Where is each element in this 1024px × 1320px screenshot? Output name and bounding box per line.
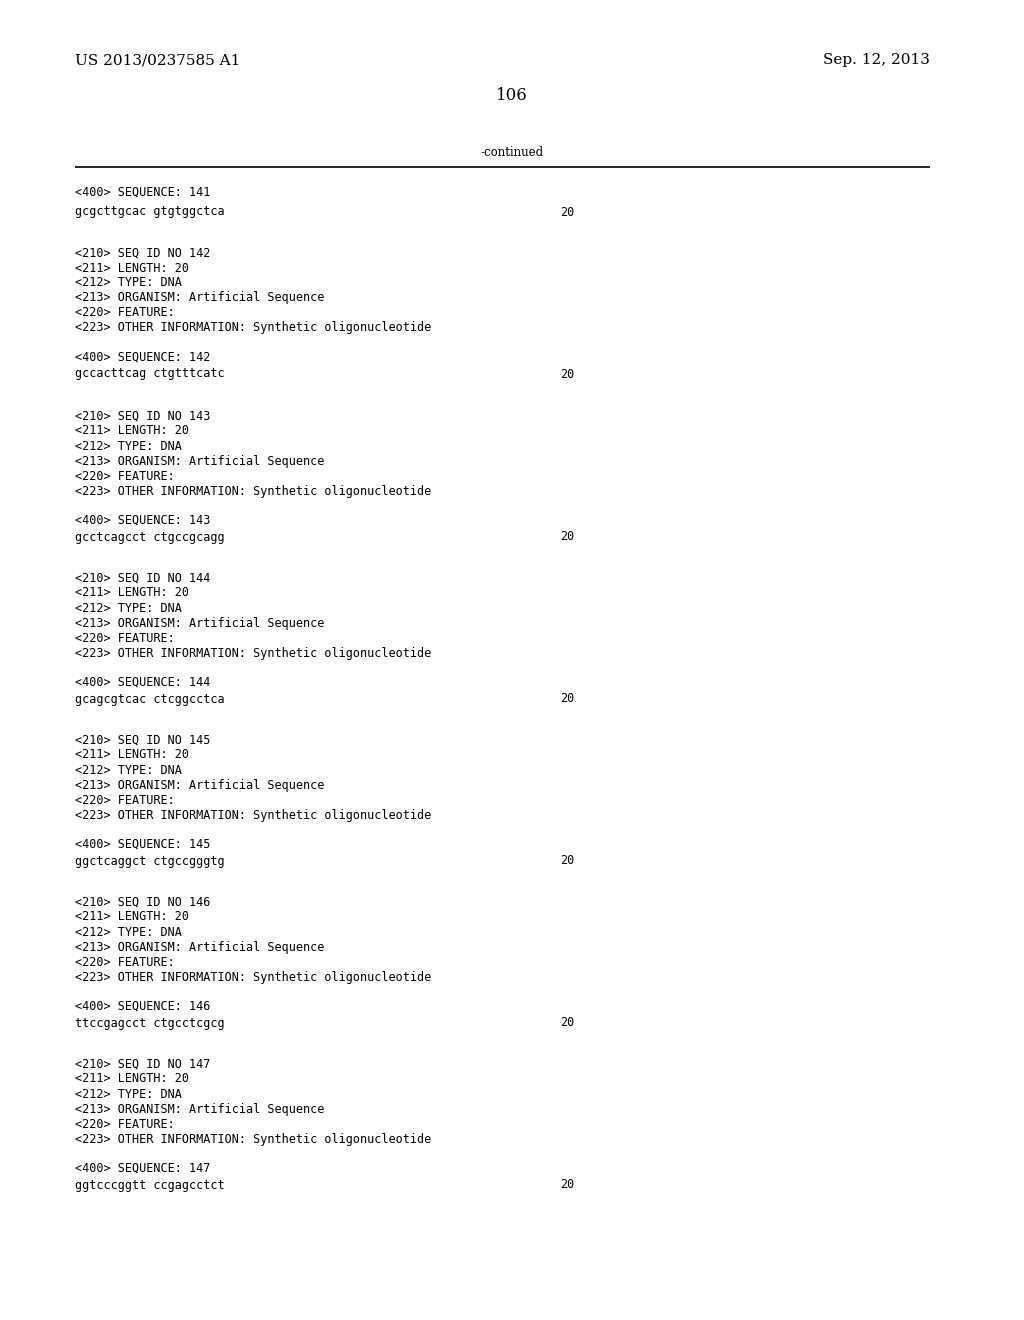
Text: <400> SEQUENCE: 144: <400> SEQUENCE: 144	[75, 676, 210, 689]
Text: 20: 20	[560, 367, 574, 380]
Text: <212> TYPE: DNA: <212> TYPE: DNA	[75, 925, 182, 939]
Text: Sep. 12, 2013: Sep. 12, 2013	[823, 53, 930, 67]
Text: <220> FEATURE:: <220> FEATURE:	[75, 956, 175, 969]
Text: gccacttcag ctgtttcatc: gccacttcag ctgtttcatc	[75, 367, 224, 380]
Text: <210> SEQ ID NO 143: <210> SEQ ID NO 143	[75, 409, 210, 422]
Text: <212> TYPE: DNA: <212> TYPE: DNA	[75, 602, 182, 615]
Text: <210> SEQ ID NO 146: <210> SEQ ID NO 146	[75, 895, 210, 908]
Text: <223> OTHER INFORMATION: Synthetic oligonucleotide: <223> OTHER INFORMATION: Synthetic oligo…	[75, 970, 431, 983]
Text: <211> LENGTH: 20: <211> LENGTH: 20	[75, 586, 189, 599]
Text: <213> ORGANISM: Artificial Sequence: <213> ORGANISM: Artificial Sequence	[75, 454, 325, 467]
Text: ggctcaggct ctgccgggtg: ggctcaggct ctgccgggtg	[75, 854, 224, 867]
Text: <223> OTHER INFORMATION: Synthetic oligonucleotide: <223> OTHER INFORMATION: Synthetic oligo…	[75, 1133, 431, 1146]
Text: <210> SEQ ID NO 145: <210> SEQ ID NO 145	[75, 734, 210, 747]
Text: <220> FEATURE:: <220> FEATURE:	[75, 793, 175, 807]
Text: <211> LENGTH: 20: <211> LENGTH: 20	[75, 748, 189, 762]
Text: <210> SEQ ID NO 142: <210> SEQ ID NO 142	[75, 247, 210, 260]
Text: <213> ORGANISM: Artificial Sequence: <213> ORGANISM: Artificial Sequence	[75, 940, 325, 953]
Text: 20: 20	[560, 1179, 574, 1192]
Text: <223> OTHER INFORMATION: Synthetic oligonucleotide: <223> OTHER INFORMATION: Synthetic oligo…	[75, 484, 431, 498]
Text: 106: 106	[496, 87, 528, 103]
Text: <400> SEQUENCE: 147: <400> SEQUENCE: 147	[75, 1162, 210, 1175]
Text: ttccgagcct ctgcctcgcg: ttccgagcct ctgcctcgcg	[75, 1016, 224, 1030]
Text: -continued: -continued	[480, 145, 544, 158]
Text: gcagcgtcac ctcggcctca: gcagcgtcac ctcggcctca	[75, 693, 224, 705]
Text: <400> SEQUENCE: 145: <400> SEQUENCE: 145	[75, 837, 210, 850]
Text: 20: 20	[560, 206, 574, 219]
Text: ggtcccggtt ccgagcctct: ggtcccggtt ccgagcctct	[75, 1179, 224, 1192]
Text: <211> LENGTH: 20: <211> LENGTH: 20	[75, 261, 189, 275]
Text: <210> SEQ ID NO 144: <210> SEQ ID NO 144	[75, 572, 210, 585]
Text: <220> FEATURE:: <220> FEATURE:	[75, 470, 175, 483]
Text: <223> OTHER INFORMATION: Synthetic oligonucleotide: <223> OTHER INFORMATION: Synthetic oligo…	[75, 647, 431, 660]
Text: <212> TYPE: DNA: <212> TYPE: DNA	[75, 276, 182, 289]
Text: 20: 20	[560, 854, 574, 867]
Text: <220> FEATURE:: <220> FEATURE:	[75, 1118, 175, 1130]
Text: <210> SEQ ID NO 147: <210> SEQ ID NO 147	[75, 1057, 210, 1071]
Text: gcgcttgcac gtgtggctca: gcgcttgcac gtgtggctca	[75, 206, 224, 219]
Text: <400> SEQUENCE: 146: <400> SEQUENCE: 146	[75, 999, 210, 1012]
Text: <400> SEQUENCE: 142: <400> SEQUENCE: 142	[75, 351, 210, 363]
Text: <212> TYPE: DNA: <212> TYPE: DNA	[75, 763, 182, 776]
Text: <400> SEQUENCE: 143: <400> SEQUENCE: 143	[75, 513, 210, 527]
Text: 20: 20	[560, 1016, 574, 1030]
Text: gcctcagcct ctgccgcagg: gcctcagcct ctgccgcagg	[75, 531, 224, 544]
Text: <211> LENGTH: 20: <211> LENGTH: 20	[75, 1072, 189, 1085]
Text: <220> FEATURE:: <220> FEATURE:	[75, 631, 175, 644]
Text: <223> OTHER INFORMATION: Synthetic oligonucleotide: <223> OTHER INFORMATION: Synthetic oligo…	[75, 322, 431, 334]
Text: <213> ORGANISM: Artificial Sequence: <213> ORGANISM: Artificial Sequence	[75, 616, 325, 630]
Text: US 2013/0237585 A1: US 2013/0237585 A1	[75, 53, 241, 67]
Text: 20: 20	[560, 693, 574, 705]
Text: <212> TYPE: DNA: <212> TYPE: DNA	[75, 440, 182, 453]
Text: <213> ORGANISM: Artificial Sequence: <213> ORGANISM: Artificial Sequence	[75, 779, 325, 792]
Text: <220> FEATURE:: <220> FEATURE:	[75, 306, 175, 319]
Text: <211> LENGTH: 20: <211> LENGTH: 20	[75, 425, 189, 437]
Text: <223> OTHER INFORMATION: Synthetic oligonucleotide: <223> OTHER INFORMATION: Synthetic oligo…	[75, 808, 431, 821]
Text: <400> SEQUENCE: 141: <400> SEQUENCE: 141	[75, 186, 210, 198]
Text: <213> ORGANISM: Artificial Sequence: <213> ORGANISM: Artificial Sequence	[75, 292, 325, 305]
Text: 20: 20	[560, 531, 574, 544]
Text: <212> TYPE: DNA: <212> TYPE: DNA	[75, 1088, 182, 1101]
Text: <213> ORGANISM: Artificial Sequence: <213> ORGANISM: Artificial Sequence	[75, 1102, 325, 1115]
Text: <211> LENGTH: 20: <211> LENGTH: 20	[75, 911, 189, 924]
